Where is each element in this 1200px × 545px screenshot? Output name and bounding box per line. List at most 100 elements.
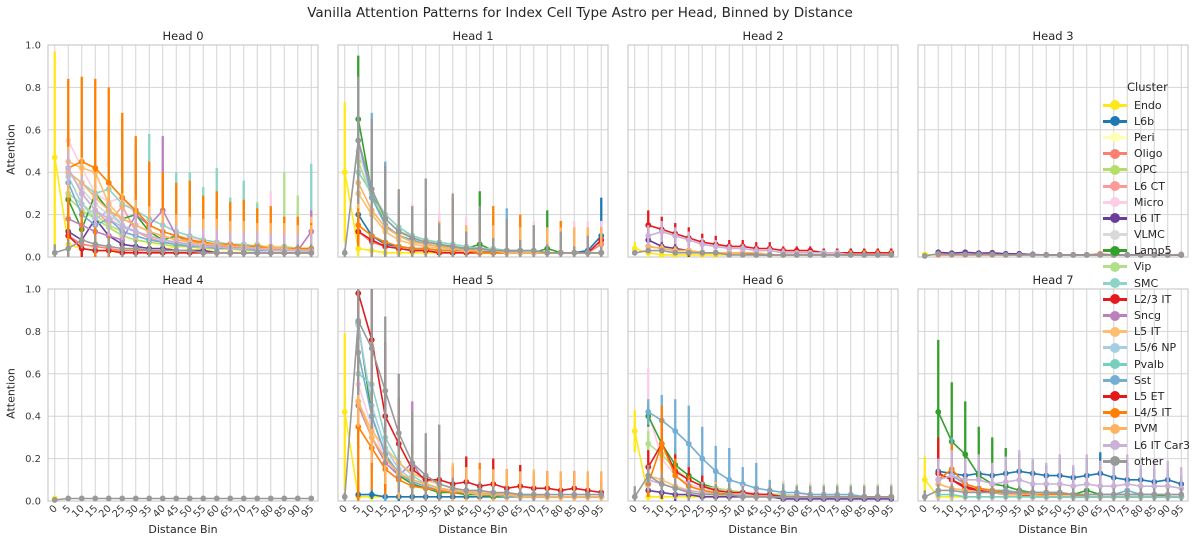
series-marker — [1002, 489, 1009, 496]
legend-title: Cluster — [1127, 80, 1168, 94]
legend-item-label: VLMC — [1134, 228, 1165, 242]
y-tick-label: 1.0 — [25, 41, 41, 52]
series-marker — [51, 249, 58, 256]
legend-item: L6 CT — [1103, 178, 1190, 194]
series-marker — [645, 409, 652, 415]
series-marker — [78, 190, 85, 197]
legend-marker-dot — [1110, 391, 1120, 402]
head-0-plot: 0.0 0.2 0.4 0.6 0.8 1.0 — [25, 41, 319, 264]
series-marker — [1151, 483, 1158, 490]
legend-marker-dot — [1110, 148, 1120, 159]
legend-item-label: L6 IT — [1134, 211, 1161, 225]
series-marker — [780, 493, 787, 500]
series-marker — [975, 251, 982, 258]
series-marker — [159, 247, 166, 254]
series-marker — [78, 245, 85, 252]
series-marker — [355, 245, 362, 252]
series-marker — [1164, 491, 1171, 498]
legend-item: Sst — [1103, 372, 1190, 388]
y-tick-label: 0.6 — [25, 125, 41, 136]
series-marker — [658, 228, 665, 235]
plot-background — [628, 45, 898, 257]
legend-marker-line — [1103, 181, 1127, 192]
series-marker — [51, 154, 58, 161]
series-marker — [793, 251, 800, 258]
legend-item: Oligo — [1103, 146, 1190, 162]
series-marker — [1056, 489, 1063, 496]
legend-marker-line — [1103, 197, 1127, 208]
legend-marker-dot — [1110, 229, 1120, 240]
series-marker — [793, 493, 800, 500]
legend-marker-dot — [1110, 407, 1120, 418]
legend-item-label: L2/3 IT — [1134, 292, 1172, 306]
y-tick-label: 0.8 — [25, 83, 41, 94]
legend-item-label: L6b — [1134, 114, 1155, 128]
series-marker — [645, 493, 652, 500]
head-7-title: Head 7 — [1032, 273, 1074, 287]
legend-marker-dot — [1110, 116, 1120, 127]
series-marker — [807, 493, 814, 500]
series-marker — [200, 495, 207, 502]
legend-marker-dot — [1110, 294, 1120, 305]
legend-item: Pvalb — [1103, 356, 1190, 372]
series-marker — [146, 495, 153, 502]
y-tick-label: 0.2 — [25, 210, 41, 221]
series-marker — [1056, 481, 1063, 487]
series-marker — [544, 491, 551, 498]
series-marker — [308, 249, 315, 256]
legend-marker-line — [1103, 229, 1127, 240]
x-tick-label: 95 — [590, 503, 607, 520]
series-marker — [1097, 251, 1104, 258]
legend-marker-dot — [1110, 440, 1120, 451]
legend-item: Vip — [1103, 259, 1190, 275]
series-marker — [699, 241, 706, 248]
series-marker — [726, 476, 733, 483]
series-marker — [766, 251, 773, 258]
legend-marker-line — [1103, 164, 1127, 175]
series-marker — [119, 224, 126, 231]
series-marker — [1056, 251, 1063, 258]
legend-marker-dot — [1110, 132, 1120, 143]
legend-item-label: L4/5 IT — [1134, 406, 1172, 420]
series-marker — [962, 251, 969, 258]
x-tick-label: 95 — [300, 503, 317, 520]
series-marker — [645, 440, 652, 447]
series-marker — [699, 249, 706, 256]
head-5-title: Head 5 — [452, 273, 494, 287]
y-tick-label: 0.6 — [25, 369, 41, 380]
series-marker — [861, 493, 868, 500]
series-marker — [1164, 483, 1171, 490]
series-marker — [146, 232, 153, 239]
legend-marker-line — [1103, 100, 1127, 111]
series-marker — [598, 249, 605, 256]
series-marker — [254, 249, 261, 256]
legend-marker-line — [1103, 423, 1127, 434]
legend-marker-line — [1103, 359, 1127, 370]
series-marker — [146, 247, 153, 254]
series-marker — [240, 495, 247, 502]
plot-border — [337, 44, 609, 258]
legend-marker-dot — [1110, 197, 1120, 208]
series-marker — [132, 495, 139, 502]
series-marker — [672, 249, 679, 256]
series-marker — [1002, 479, 1009, 485]
plot-background — [918, 289, 1188, 501]
series-marker — [240, 249, 247, 256]
legend-marker-line — [1103, 245, 1127, 256]
legend-marker-dot — [1110, 326, 1120, 337]
series-marker — [1151, 491, 1158, 498]
legend-marker-line — [1103, 375, 1127, 386]
series-marker — [598, 491, 605, 498]
series-marker — [935, 409, 942, 415]
series-marker — [948, 472, 955, 479]
series-marker — [119, 495, 126, 502]
series-marker — [834, 493, 841, 500]
series-marker — [780, 251, 787, 258]
legend-marker-line — [1103, 116, 1127, 127]
legend-item: VLMC — [1103, 227, 1190, 243]
legend-marker-line — [1103, 391, 1127, 402]
series-marker — [685, 249, 692, 256]
series-marker — [213, 249, 220, 256]
